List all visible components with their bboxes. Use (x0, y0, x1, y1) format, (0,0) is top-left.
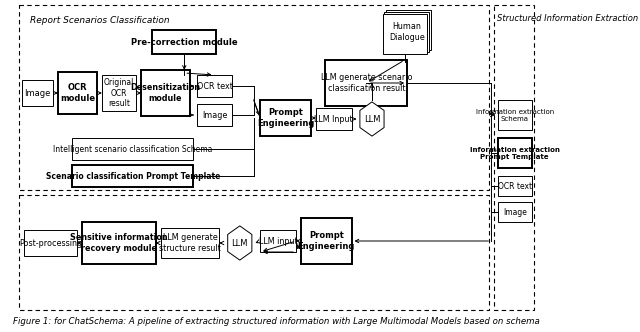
Bar (196, 104, 232, 126)
Bar (498, 138, 532, 168)
Bar (72, 165, 193, 187)
Text: Prompt
Engineering: Prompt Engineering (257, 108, 314, 128)
Text: Report Scenarios Classification: Report Scenarios Classification (30, 16, 170, 25)
Text: Image: Image (24, 89, 51, 98)
Text: OCR text: OCR text (498, 182, 532, 191)
Text: Prompt
Engineering: Prompt Engineering (298, 231, 355, 251)
Bar (19, 195, 489, 310)
Bar (316, 108, 351, 130)
Polygon shape (228, 226, 252, 260)
Text: LLM input: LLM input (259, 236, 298, 245)
Bar (498, 176, 532, 196)
Bar (386, 10, 431, 50)
Bar (22, 80, 53, 106)
Text: Pre-correction module: Pre-correction module (131, 38, 237, 46)
Text: Figure 1: for ChatSchema: A pipeline of extracting structured information with L: Figure 1: for ChatSchema: A pipeline of … (13, 317, 540, 326)
Bar (152, 30, 216, 54)
Bar (83, 222, 156, 264)
Text: Information extraction
Schema: Information extraction Schema (476, 109, 554, 122)
Text: Scenario classification Prompt Template: Scenario classification Prompt Template (45, 172, 220, 181)
Text: Intelligent scenario classification Schema: Intelligent scenario classification Sche… (53, 144, 212, 153)
Text: Post-processing: Post-processing (19, 238, 82, 247)
Text: Original
OCR
result: Original OCR result (104, 78, 134, 108)
Bar (326, 60, 407, 106)
Text: Human
Dialogue: Human Dialogue (388, 22, 424, 42)
Text: LLM generate scenario
classification result: LLM generate scenario classification res… (321, 73, 412, 93)
Bar (384, 12, 429, 52)
Bar (58, 72, 97, 114)
Text: LLM: LLM (232, 238, 248, 247)
Bar (161, 228, 220, 258)
Text: OCR text: OCR text (196, 81, 232, 91)
Text: Sensitive information
recovery module: Sensitive information recovery module (70, 233, 168, 253)
Bar (196, 75, 232, 97)
Bar (498, 202, 532, 222)
Bar (260, 100, 311, 136)
Text: LLM Input: LLM Input (314, 115, 353, 124)
Text: Information extraction
Prompt Template: Information extraction Prompt Template (470, 146, 560, 159)
Text: LLM generate
structure result: LLM generate structure result (159, 233, 221, 253)
Text: OCR
module: OCR module (60, 83, 95, 103)
Text: Image: Image (202, 111, 227, 120)
Text: Structured Information Extraction: Structured Information Extraction (497, 14, 638, 23)
Bar (24, 230, 77, 256)
Text: LLM: LLM (364, 115, 380, 124)
Text: Image: Image (503, 208, 527, 216)
Bar (260, 230, 296, 252)
Bar (19, 5, 489, 190)
Bar (72, 138, 193, 160)
Bar (498, 100, 532, 130)
Polygon shape (360, 102, 384, 136)
Text: Desensitization
module: Desensitization module (131, 83, 200, 103)
Bar (141, 70, 190, 116)
Bar (102, 75, 136, 111)
Bar (301, 218, 351, 264)
Bar (383, 14, 428, 54)
Bar (493, 5, 534, 310)
